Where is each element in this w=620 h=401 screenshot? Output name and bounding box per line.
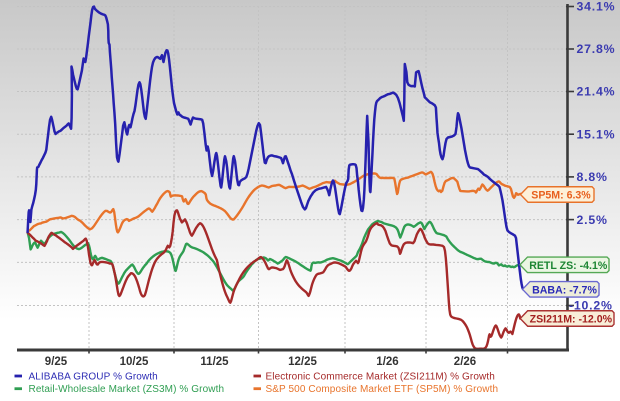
- svg-text:34.1%: 34.1%: [577, 0, 616, 14]
- svg-text:8.8%: 8.8%: [577, 170, 608, 184]
- svg-text:10/25: 10/25: [120, 356, 149, 368]
- svg-text:-10.2%: -10.2%: [569, 299, 613, 313]
- svg-text:Electronic Commerce Market (ZS: Electronic Commerce Market (ZSI211M) % G…: [266, 372, 495, 383]
- svg-text:BABA: -7.7%: BABA: -7.7%: [532, 284, 597, 296]
- svg-text:27.8%: 27.8%: [577, 42, 616, 56]
- svg-text:RETL ZS: -4.1%: RETL ZS: -4.1%: [529, 260, 608, 272]
- svg-text:2.5%: 2.5%: [577, 213, 608, 227]
- svg-text:S&P 500 Composite Market ETF (: S&P 500 Composite Market ETF (SP5M) % Gr…: [266, 384, 499, 395]
- svg-text:21.4%: 21.4%: [577, 85, 616, 99]
- svg-text:11/25: 11/25: [200, 356, 229, 368]
- svg-text:ALIBABA GROUP % Growth: ALIBABA GROUP % Growth: [29, 372, 158, 383]
- svg-text:9/25: 9/25: [45, 356, 68, 368]
- svg-text:Retail-Wholesale Market (ZS3M): Retail-Wholesale Market (ZS3M) % Growth: [29, 384, 225, 395]
- svg-text:15.1%: 15.1%: [577, 127, 616, 141]
- svg-text:ZSI211M: -12.0%: ZSI211M: -12.0%: [530, 314, 613, 326]
- svg-text:12/25: 12/25: [288, 356, 317, 368]
- svg-text:2/26: 2/26: [454, 356, 476, 368]
- svg-text:SP5M: 6.3%: SP5M: 6.3%: [531, 190, 591, 202]
- svg-text:1/26: 1/26: [376, 356, 398, 368]
